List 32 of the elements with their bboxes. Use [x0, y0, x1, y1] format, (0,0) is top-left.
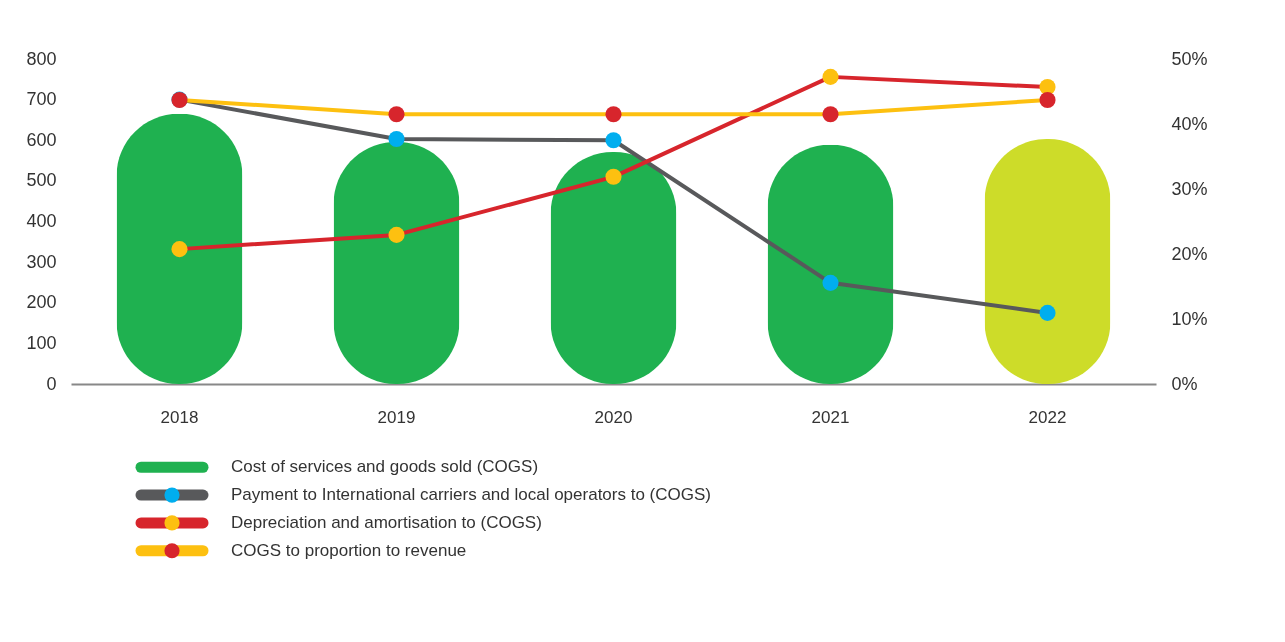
y2-tick-label: 30% — [1171, 178, 1208, 199]
y-tick-label: 400 — [26, 211, 57, 231]
point — [1039, 304, 1056, 321]
y-tick-label: 300 — [26, 251, 57, 272]
point — [388, 130, 405, 148]
y2-tick-label: 50% — [1171, 48, 1208, 69]
legend-label: Payment to International carriers and local operators to (COGS) — [231, 485, 711, 505]
legend-label: Cost of services and goods sold (COGS) — [231, 457, 539, 477]
y2-tick-label: 20% — [1171, 243, 1208, 264]
x-tick-label: 2022 — [1028, 407, 1067, 427]
point — [388, 226, 405, 243]
y2-tick-label: 10% — [1171, 308, 1208, 329]
y-tick-label: 500 — [26, 170, 57, 191]
y-tick-label: 700 — [26, 89, 57, 110]
x-tick-label: 2021 — [811, 407, 850, 427]
y2-tick-label: 40% — [1171, 113, 1208, 134]
x-tick-label: 2018 — [160, 407, 199, 427]
point — [822, 68, 839, 85]
y-tick-label: 600 — [26, 129, 57, 150]
y-tick-label: 0 — [46, 373, 57, 394]
point — [822, 274, 839, 291]
x-tick-label: 2019 — [377, 407, 416, 427]
point — [171, 241, 188, 258]
y-tick-label: 200 — [26, 292, 57, 313]
point — [605, 168, 622, 185]
y-tick-label: 100 — [26, 332, 57, 353]
legend-label: Depreciation and amortisation to (COGS) — [231, 512, 542, 532]
point — [605, 132, 622, 149]
y-tick-label: 800 — [26, 48, 57, 69]
x-tick-label: 2020 — [594, 407, 633, 427]
legend-label: COGS to proportion to revenue — [231, 540, 467, 560]
y2-tick-label: 0% — [1171, 373, 1198, 394]
